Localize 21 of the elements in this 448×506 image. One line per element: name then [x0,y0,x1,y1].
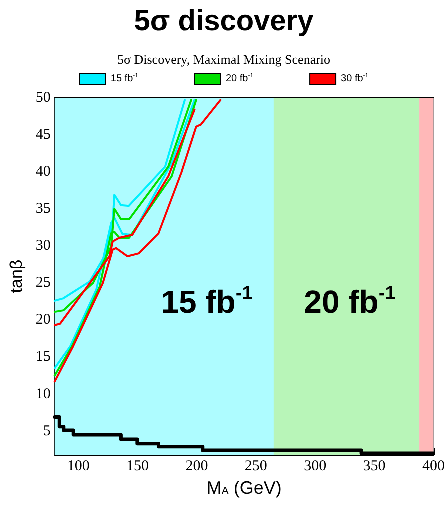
y-tick-label: 15 [36,349,51,366]
y-tick-label: 45 [36,127,51,144]
chart-subtitle: 5σ Discovery, Maximal Mixing Scenario [117,52,331,67]
y-tick-label: 5 [43,423,51,440]
y-tick-label: 25 [36,275,51,292]
x-tick-label: 350 [363,458,386,474]
x-tick-label: 300 [304,458,327,474]
y-tick-label: 35 [36,201,51,218]
y-tick-label: 10 [36,386,51,402]
y-tick-label: 40 [36,164,51,180]
chart-title: 5σ discovery [134,6,314,38]
y-tick-label: 30 [36,238,51,254]
x-tick-label: 100 [67,458,90,474]
y-tick-label: 50 [36,90,51,106]
x-tick-label: 200 [186,458,208,474]
y-tick-label: 20 [36,312,51,328]
y-axis-title: tanβ [7,260,26,294]
x-tick-label: 400 [422,458,445,474]
x-tick-label: 150 [126,458,150,474]
x-tick-label: 250 [244,458,268,474]
x-axis-title: MA (GeV) [206,478,282,498]
